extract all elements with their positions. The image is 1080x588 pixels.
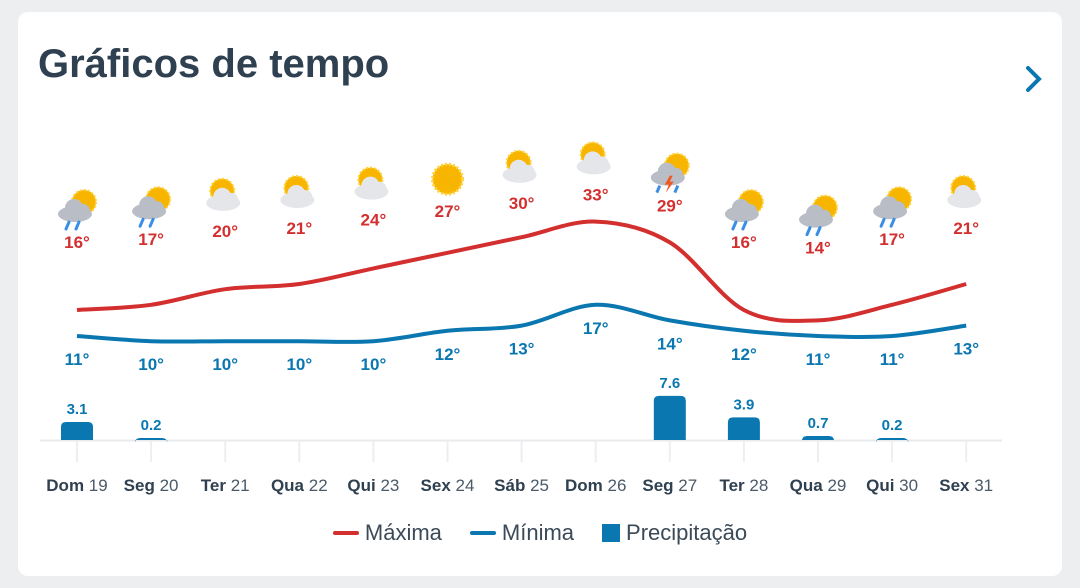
legend-swatch [332, 531, 359, 535]
max-temp-label: 17° [879, 230, 905, 249]
legend-label: Mínima [501, 520, 575, 545]
thunderstorm-icon [650, 152, 690, 194]
min-temp-label: 12° [731, 345, 757, 364]
max-temp-label: 21° [953, 219, 979, 238]
max-temp-label: 33° [583, 185, 609, 204]
x-tick-label: Dom 19 [46, 476, 107, 495]
min-temp-label: 10° [361, 355, 387, 374]
precip-label: 0.7 [808, 415, 829, 432]
precip-label: 0.2 [882, 417, 903, 434]
min-temp-label: 17° [583, 319, 609, 338]
x-tick-label: Qui 23 [347, 476, 399, 495]
rain-partly-sunny-icon [132, 186, 172, 228]
x-tick-label: Qua 22 [271, 476, 328, 495]
legend-swatch [602, 524, 621, 542]
max-temp-label: 24° [361, 211, 387, 230]
precip-bar [727, 417, 760, 440]
min-temp-label: 10° [138, 355, 164, 374]
legend: Máxima Mínima Precipitação [0, 520, 1080, 546]
max-temp-label: 16° [64, 233, 90, 252]
legend-min[interactable]: Mínima [469, 520, 575, 546]
max-temp-label: 17° [138, 230, 164, 249]
min-temp-label: 14° [657, 334, 683, 353]
partly-cloudy-icon [280, 175, 315, 208]
chevron-right-icon[interactable] [1024, 62, 1044, 96]
legend-label: Precipitação [626, 520, 748, 545]
max-temp-label: 21° [286, 219, 312, 238]
rain-partly-sunny-icon [58, 189, 97, 231]
x-tick-label: Qui 30 [866, 476, 918, 495]
sunny-icon [431, 162, 464, 196]
precip-label: 0.2 [141, 417, 162, 434]
page-title: Gráficos de tempo [38, 42, 390, 86]
min-temp-label: 12° [435, 345, 461, 364]
min-temp-label: 13° [953, 340, 979, 359]
max-temp-line [76, 219, 967, 323]
partly-cloudy-icon [354, 166, 389, 200]
legend-label: Máxima [364, 520, 442, 545]
min-temp-label: 10° [212, 355, 238, 374]
legend-swatch [469, 531, 496, 535]
max-temp-label: 16° [731, 233, 757, 252]
max-temp-label: 14° [805, 239, 831, 258]
weather-charts-card: Gráficos de tempo [18, 12, 1062, 576]
max-temp-label: 20° [212, 222, 238, 241]
legend-max[interactable]: Máxima [332, 520, 442, 546]
partly-cloudy-icon [576, 141, 611, 175]
precip-bar [802, 435, 834, 441]
x-tick-label: Seg 27 [642, 476, 697, 495]
legend-precip[interactable]: Precipitação [602, 520, 747, 546]
x-tick-label: Seg 20 [124, 476, 179, 495]
min-temp-line [76, 302, 967, 344]
precip-label: 7.6 [659, 375, 680, 392]
x-tick-label: Sex 31 [939, 476, 993, 495]
precip-label: 3.1 [67, 401, 88, 418]
x-tick-label: Sáb 25 [494, 476, 549, 495]
rain-icon [724, 189, 764, 231]
rain-icon [799, 194, 838, 237]
min-temp-label: 13° [509, 340, 535, 359]
partly-cloudy-icon [947, 175, 982, 208]
min-temp-label: 11° [880, 350, 905, 369]
max-temp-label: 27° [435, 202, 461, 221]
max-temp-label: 30° [509, 194, 535, 213]
x-tick-label: Qua 29 [790, 476, 847, 495]
max-temp-label: 29° [657, 197, 683, 216]
min-temp-label: 11° [806, 350, 831, 369]
x-tick-label: Ter 28 [719, 476, 768, 495]
partly-cloudy-icon [502, 149, 537, 183]
partly-cloudy-icon [206, 177, 241, 211]
precip-bar [135, 438, 168, 443]
rain-icon [873, 186, 913, 228]
precip-bar [876, 438, 909, 443]
x-tick-label: Ter 21 [201, 476, 250, 495]
x-tick-label: Sex 24 [421, 476, 475, 495]
precip-bar [61, 422, 93, 440]
precip-label: 3.9 [733, 396, 754, 413]
x-tick-label: Dom 26 [565, 476, 626, 495]
min-temp-label: 10° [286, 355, 312, 374]
min-temp-label: 11° [65, 350, 90, 369]
precip-bar [653, 395, 686, 440]
